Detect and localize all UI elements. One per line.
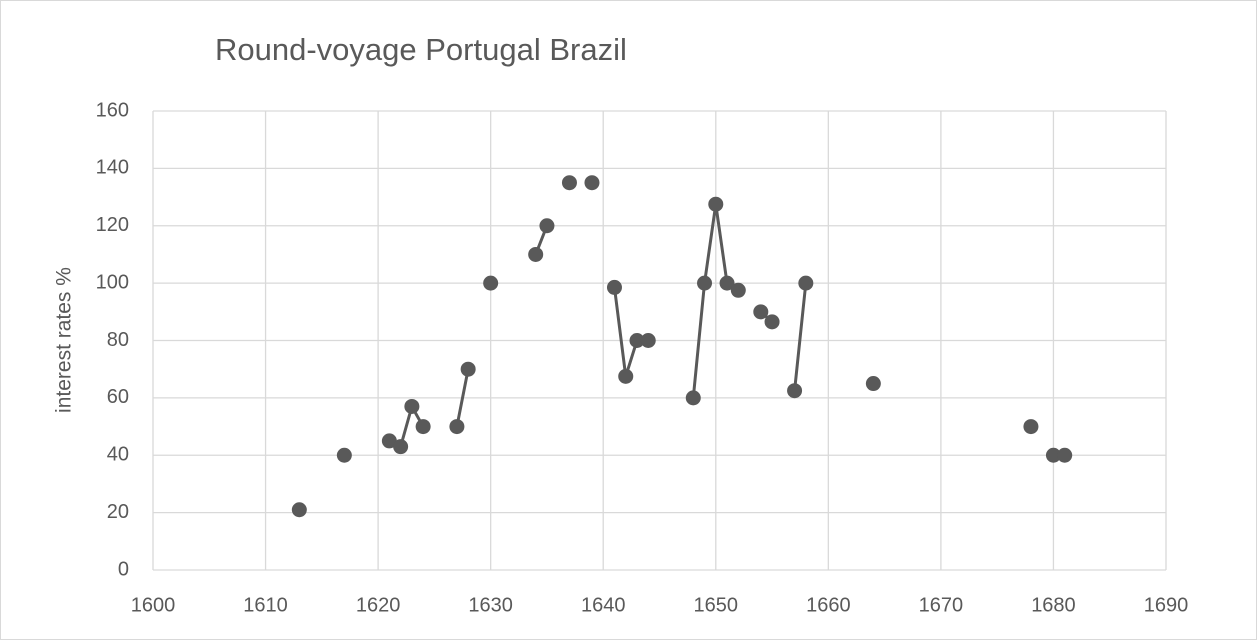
y-tick-label: 40 bbox=[107, 444, 129, 466]
data-point bbox=[764, 314, 780, 330]
y-tick-label: 20 bbox=[107, 501, 129, 523]
data-point bbox=[460, 361, 476, 377]
data-point bbox=[561, 175, 577, 191]
data-point bbox=[640, 333, 656, 348]
y-tick-label: 0 bbox=[118, 558, 129, 580]
data-point bbox=[415, 419, 431, 435]
data-point bbox=[381, 433, 397, 449]
y-tick-label: 120 bbox=[96, 214, 129, 236]
x-tick-label: 1650 bbox=[694, 594, 739, 616]
data-point bbox=[449, 419, 465, 435]
data-point bbox=[753, 304, 769, 320]
data-point bbox=[697, 275, 713, 291]
x-tick-label: 1680 bbox=[1031, 594, 1076, 616]
y-tick-label: 160 bbox=[96, 99, 129, 121]
y-tick-label: 60 bbox=[107, 386, 129, 408]
data-point bbox=[483, 275, 499, 291]
data-point bbox=[730, 282, 746, 298]
data-point bbox=[291, 502, 307, 518]
x-tick-label: 1640 bbox=[581, 594, 626, 616]
x-tick-label: 1660 bbox=[806, 594, 851, 616]
data-point bbox=[1045, 447, 1061, 463]
data-point bbox=[336, 447, 352, 463]
data-point bbox=[1057, 447, 1073, 463]
data-point bbox=[629, 333, 645, 348]
y-tick-label: 80 bbox=[107, 329, 129, 351]
data-point bbox=[404, 398, 420, 414]
x-tick-label: 1630 bbox=[468, 594, 513, 616]
x-tick-label: 1690 bbox=[1144, 594, 1189, 616]
data-point bbox=[719, 275, 735, 291]
data-point bbox=[393, 439, 409, 455]
data-point bbox=[618, 368, 634, 384]
y-tick-label: 140 bbox=[96, 157, 129, 179]
data-point bbox=[539, 218, 555, 234]
data-point bbox=[1023, 419, 1039, 435]
data-point bbox=[787, 383, 803, 399]
y-axis-label: interest rates % bbox=[53, 267, 76, 413]
x-tick-label: 1610 bbox=[243, 594, 288, 616]
x-tick-label: 1620 bbox=[356, 594, 401, 616]
x-tick-label: 1600 bbox=[131, 594, 176, 616]
data-point bbox=[528, 246, 544, 262]
data-point bbox=[606, 279, 622, 295]
data-point bbox=[798, 275, 814, 291]
x-tick-label: 1670 bbox=[919, 594, 964, 616]
y-tick-label: 100 bbox=[96, 271, 129, 293]
chart-title: Round-voyage Portugal Brazil bbox=[215, 32, 627, 67]
data-point bbox=[865, 376, 881, 392]
data-point bbox=[685, 390, 701, 406]
data-point bbox=[708, 196, 724, 212]
data-point bbox=[584, 175, 600, 191]
